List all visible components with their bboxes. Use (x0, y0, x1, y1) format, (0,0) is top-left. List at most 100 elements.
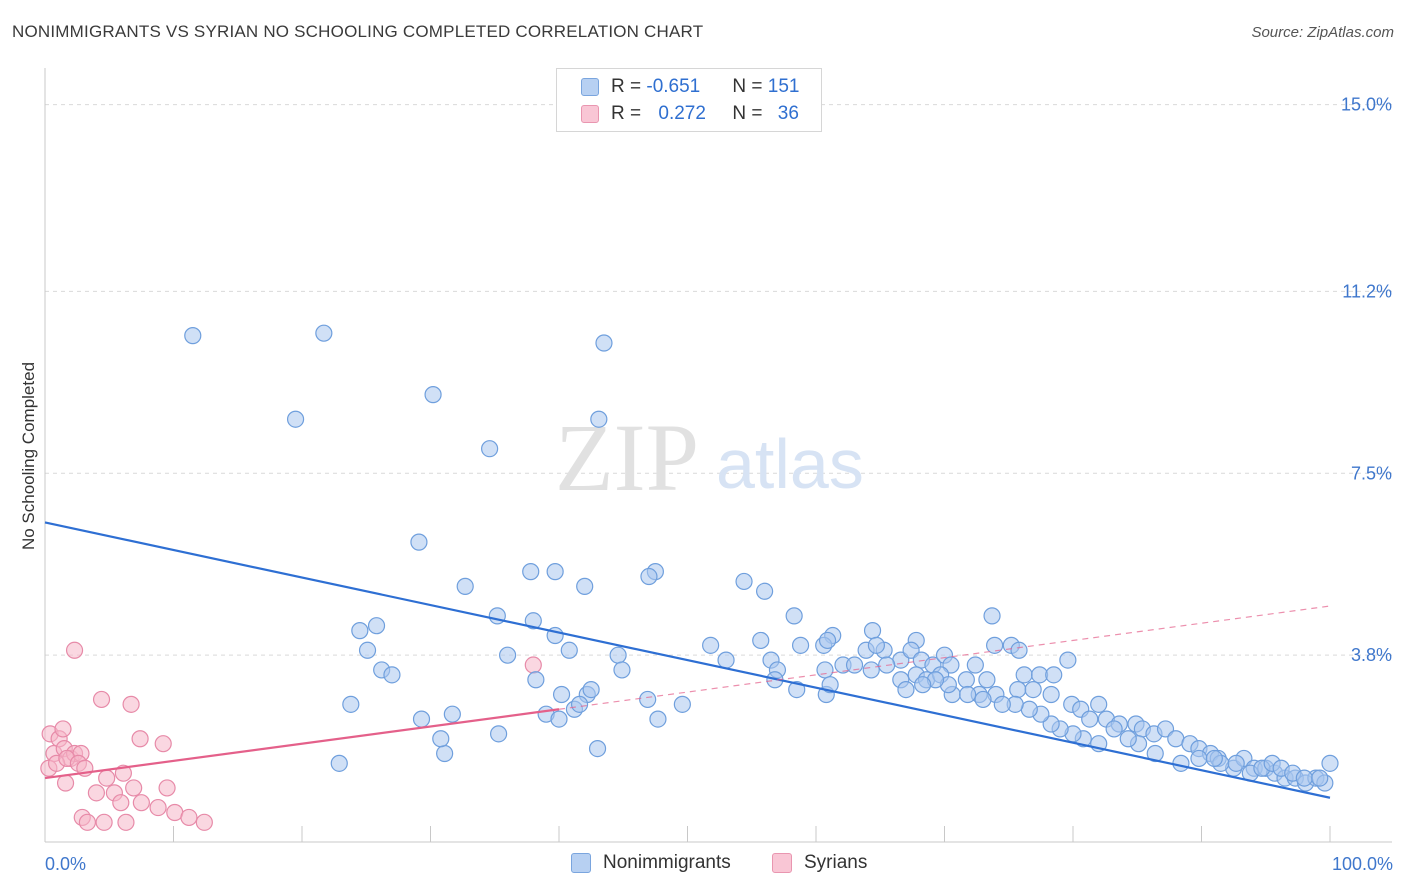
nonimmigrants-point (914, 676, 932, 694)
nonimmigrants-point (1311, 769, 1329, 787)
nonimmigrants-trend-line (44, 521, 1331, 799)
trend-lines (44, 521, 1331, 799)
legend-item-nonimmigrants[interactable]: Nonimmigrants (571, 852, 731, 874)
nonimmigrants-point (590, 410, 608, 428)
nonimmigrants-point (424, 386, 442, 404)
n-value: 151 (767, 76, 800, 97)
nonimmigrants-point (702, 636, 720, 654)
syrians-trend-extension (558, 605, 1331, 710)
nonimmigrants-point (1045, 666, 1063, 684)
nonimmigrants-point (974, 690, 992, 709)
r-value: 0.272 (658, 103, 706, 124)
syrians-point (158, 779, 176, 797)
nonimmigrants-point (570, 695, 589, 713)
nonimmigrants-point (560, 641, 578, 659)
nonimmigrants-point (383, 666, 401, 684)
syrians-point (54, 720, 72, 738)
nonimmigrants-point (499, 646, 517, 664)
nonimmigrants-point (286, 410, 305, 428)
nonimmigrants-swatch (571, 853, 591, 873)
nonimmigrants-point (788, 680, 806, 699)
syrians-point (125, 779, 143, 797)
nonimmigrants-point (522, 563, 540, 581)
nonimmigrants-point (640, 567, 658, 586)
blue-swatch (581, 78, 599, 96)
nonimmigrants-point (1059, 651, 1077, 669)
nonimmigrants-point (613, 661, 631, 679)
nonimmigrants-point (432, 730, 450, 748)
nonimmigrants-point (1172, 754, 1190, 772)
nonimmigrants-point (791, 636, 810, 654)
nonimmigrants-point (966, 656, 984, 674)
nonimmigrants-point (639, 690, 657, 709)
syrians-point (95, 813, 113, 831)
watermark-zip: ZIP (555, 404, 699, 511)
r-label: R = (611, 103, 647, 124)
nonimmigrants-point (1042, 685, 1060, 704)
nonimmigrants-point (818, 631, 837, 650)
y-tick-label: 3.8% (1351, 645, 1392, 665)
chart-title: NONIMMIGRANTS VS SYRIAN NO SCHOOLING COM… (12, 22, 704, 41)
nonimmigrants-point (1105, 720, 1123, 738)
nonimmigrants-point (862, 661, 880, 679)
nonimmigrants-point (1024, 680, 1042, 699)
nonimmigrants-point (436, 744, 454, 763)
nonimmigrants-point (649, 710, 667, 728)
x-tick-label-max: 100.0% (1332, 854, 1393, 874)
syrians-point (524, 656, 542, 674)
nonimmigrants-point (978, 671, 996, 689)
syrians-point (87, 784, 106, 802)
y-tick-labels: 3.8% 7.5% 11.2% 15.0% (1341, 95, 1392, 666)
nonimmigrants-point (1081, 710, 1099, 728)
nonimmigrants-point (959, 685, 977, 704)
nonimmigrants-point (330, 754, 348, 772)
syrians-point (65, 641, 84, 659)
nonimmigrants-point (342, 695, 360, 713)
n-value: 36 (777, 103, 799, 124)
legend-item-syrians[interactable]: Syrians (772, 852, 867, 874)
syrians-point (98, 769, 116, 787)
source-label: Source: ZipAtlas.com (1251, 24, 1394, 41)
syrians-point (154, 735, 172, 753)
nonimmigrants-point (550, 710, 568, 728)
nonimmigrants-point (1146, 744, 1164, 763)
nonimmigrants-point (588, 739, 607, 758)
syrians-point (195, 813, 213, 831)
syrians-point (117, 813, 135, 831)
nonimmigrants-point (576, 577, 594, 595)
nonimmigrants-point (735, 572, 753, 591)
nonimmigrants-point (1190, 749, 1208, 768)
nonimmigrants-point (785, 607, 803, 625)
nonimmigrants-point (752, 631, 770, 650)
nonimmigrants-point (410, 533, 428, 551)
nonimmigrants-point (412, 710, 431, 728)
legend-label-nonimmigrants: Nonimmigrants (603, 852, 731, 873)
n-label: N = (732, 103, 768, 124)
axes (44, 68, 1392, 843)
nonimmigrants-point (481, 440, 499, 458)
y-axis-label: No Schooling Completed (19, 362, 38, 550)
x-tick-labels: 0.0% 100.0% (45, 854, 1393, 874)
watermark: ZIP atlas (555, 404, 864, 511)
syrians-points (40, 641, 542, 831)
nonimmigrants-point (490, 725, 508, 743)
syrians-swatch (772, 853, 792, 873)
nonimmigrants-point (1295, 769, 1313, 787)
nonimmigrants-point (1321, 754, 1339, 772)
nonimmigrants-point (582, 680, 600, 699)
y-tick-label: 15.0% (1341, 95, 1392, 115)
nonimmigrants-point (993, 695, 1011, 713)
nonimmigrants-point (315, 324, 333, 342)
nonimmigrants-point (524, 612, 542, 630)
nonimmigrants-point (546, 563, 564, 581)
syrians-point (131, 730, 149, 748)
nonimmigrants-point (443, 705, 461, 723)
nonimmigrants-point (1015, 666, 1033, 684)
nonimmigrants-point (527, 671, 545, 689)
nonimmigrants-point (755, 582, 774, 600)
nonimmigrants-point (456, 577, 474, 595)
watermark-atlas: atlas (716, 425, 864, 503)
nonimmigrants-point (986, 636, 1004, 654)
correlation-legend: R = -0.651 N = 151 R = 0.272 N = 36 (556, 68, 822, 132)
nonimmigrants-point (717, 651, 735, 669)
